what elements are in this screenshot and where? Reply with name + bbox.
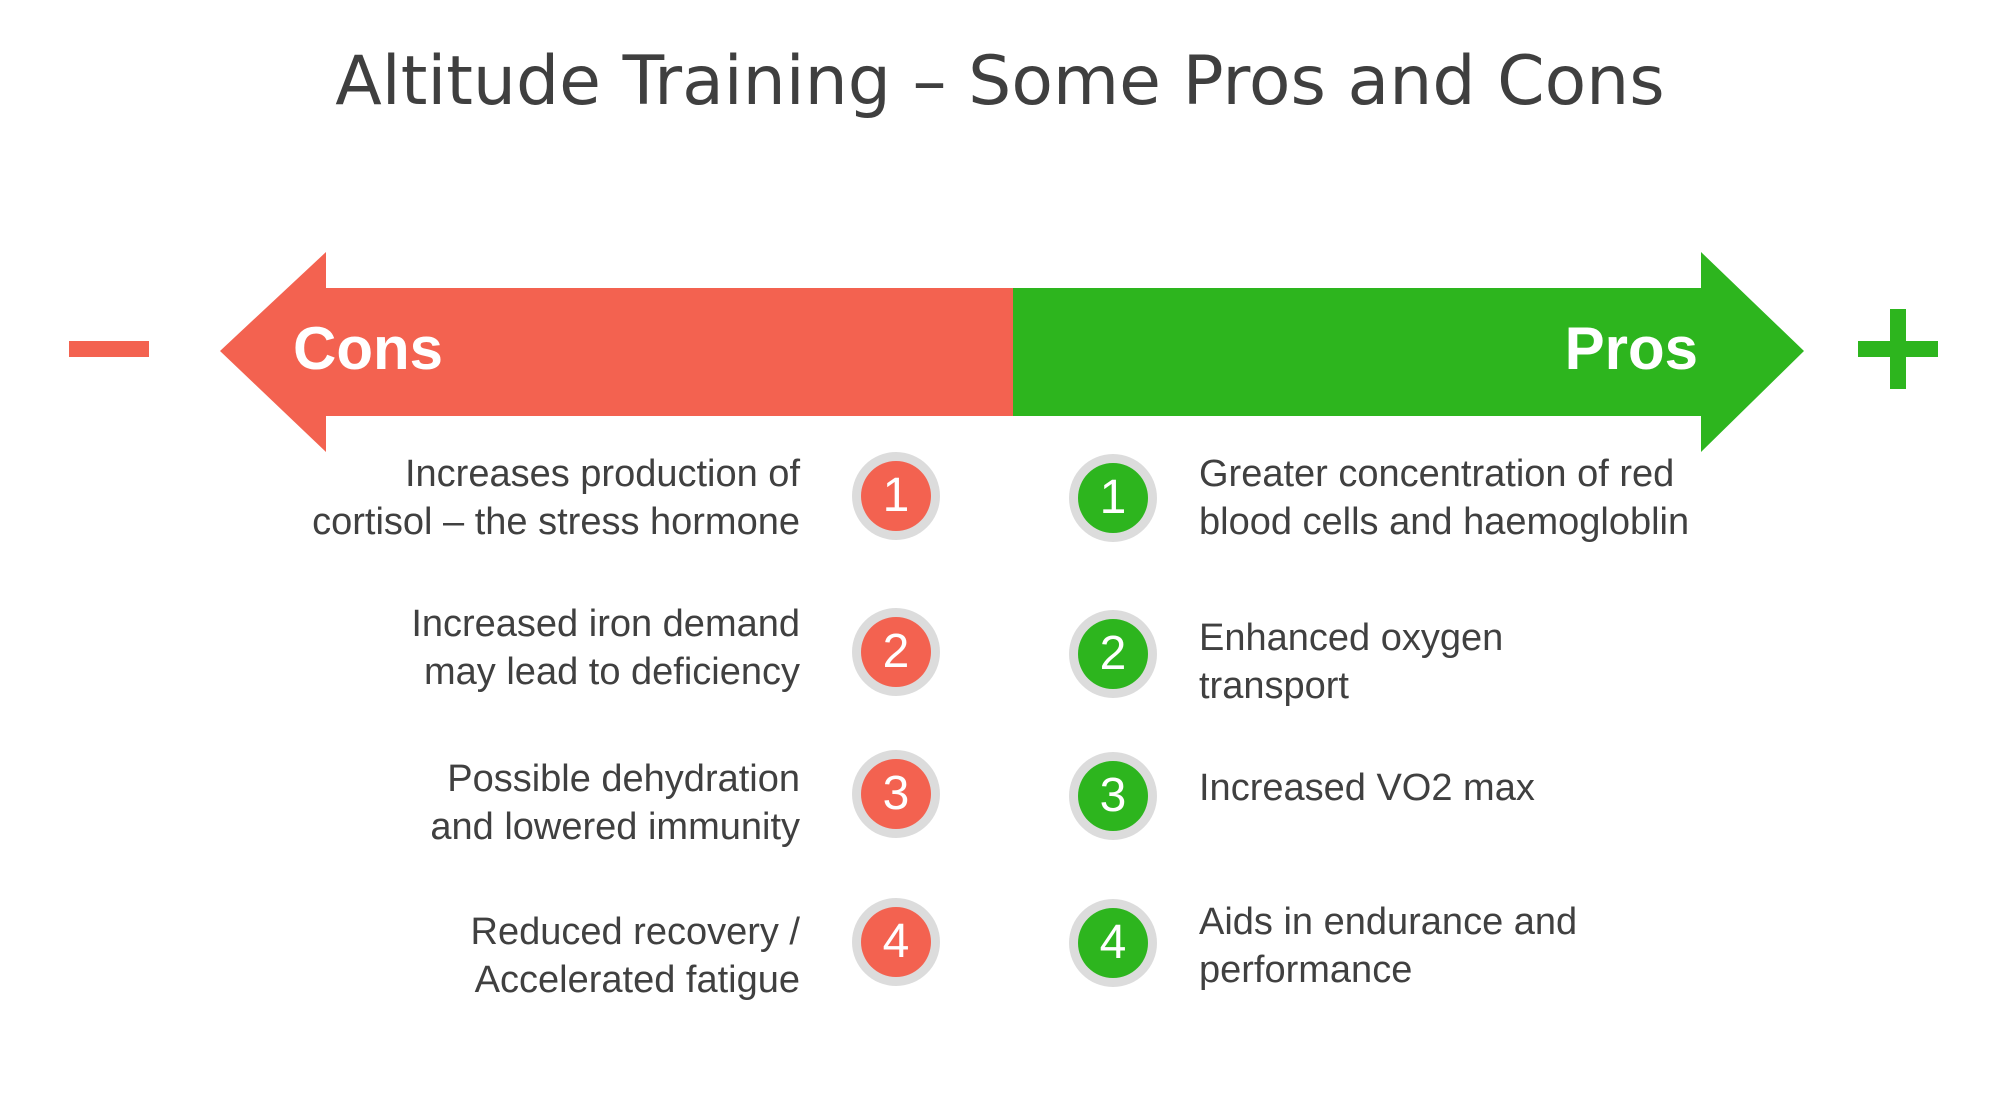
con-item-4-text: Reduced recovery / Accelerated fatigue <box>470 911 801 1001</box>
cons-label: Cons <box>293 315 443 382</box>
con-item-1-text: Increases production of cortisol – the s… <box>312 453 800 543</box>
page-title: Altitude Training – Some Pros and Cons <box>335 42 1665 121</box>
pro-item-1-text: Greater concentration of red blood cells… <box>1199 453 1690 543</box>
minus-icon <box>69 341 149 357</box>
pro-item-3-text: Increased VO2 max <box>1199 767 1535 809</box>
pro-badge-2: 2 <box>1069 610 1157 698</box>
pro-badge-4: 4 <box>1069 899 1157 987</box>
pro-badge-1: 1 <box>1069 454 1157 542</box>
cons-arrow <box>220 252 1013 452</box>
con-badge-1-number: 1 <box>861 461 931 531</box>
con-badge-1: 1 <box>852 452 940 540</box>
con-badge-2-number: 2 <box>861 617 931 687</box>
pros-label: Pros <box>1564 315 1698 382</box>
con-item-2-text: Increased iron demand may lead to defici… <box>411 603 800 693</box>
pro-badge-1-number: 1 <box>1078 463 1148 533</box>
plus-icon-vertical <box>1890 309 1906 389</box>
pro-badge-4-number: 4 <box>1078 908 1148 978</box>
con-badge-4: 4 <box>852 898 940 986</box>
pro-badge-2-number: 2 <box>1078 619 1148 689</box>
con-badge-3: 3 <box>852 750 940 838</box>
con-item-3-text: Possible dehydration and lowered immunit… <box>430 758 800 848</box>
con-badge-4-number: 4 <box>861 907 931 977</box>
pro-item-2-text: Enhanced oxygen transport <box>1199 617 1504 707</box>
pro-badge-3: 3 <box>1069 752 1157 840</box>
pro-badge-3-number: 3 <box>1078 761 1148 831</box>
pros-arrow <box>1013 252 1804 452</box>
pro-item-4-text: Aids in endurance and performance <box>1199 901 1578 991</box>
con-badge-3-number: 3 <box>861 759 931 829</box>
con-badge-2: 2 <box>852 608 940 696</box>
